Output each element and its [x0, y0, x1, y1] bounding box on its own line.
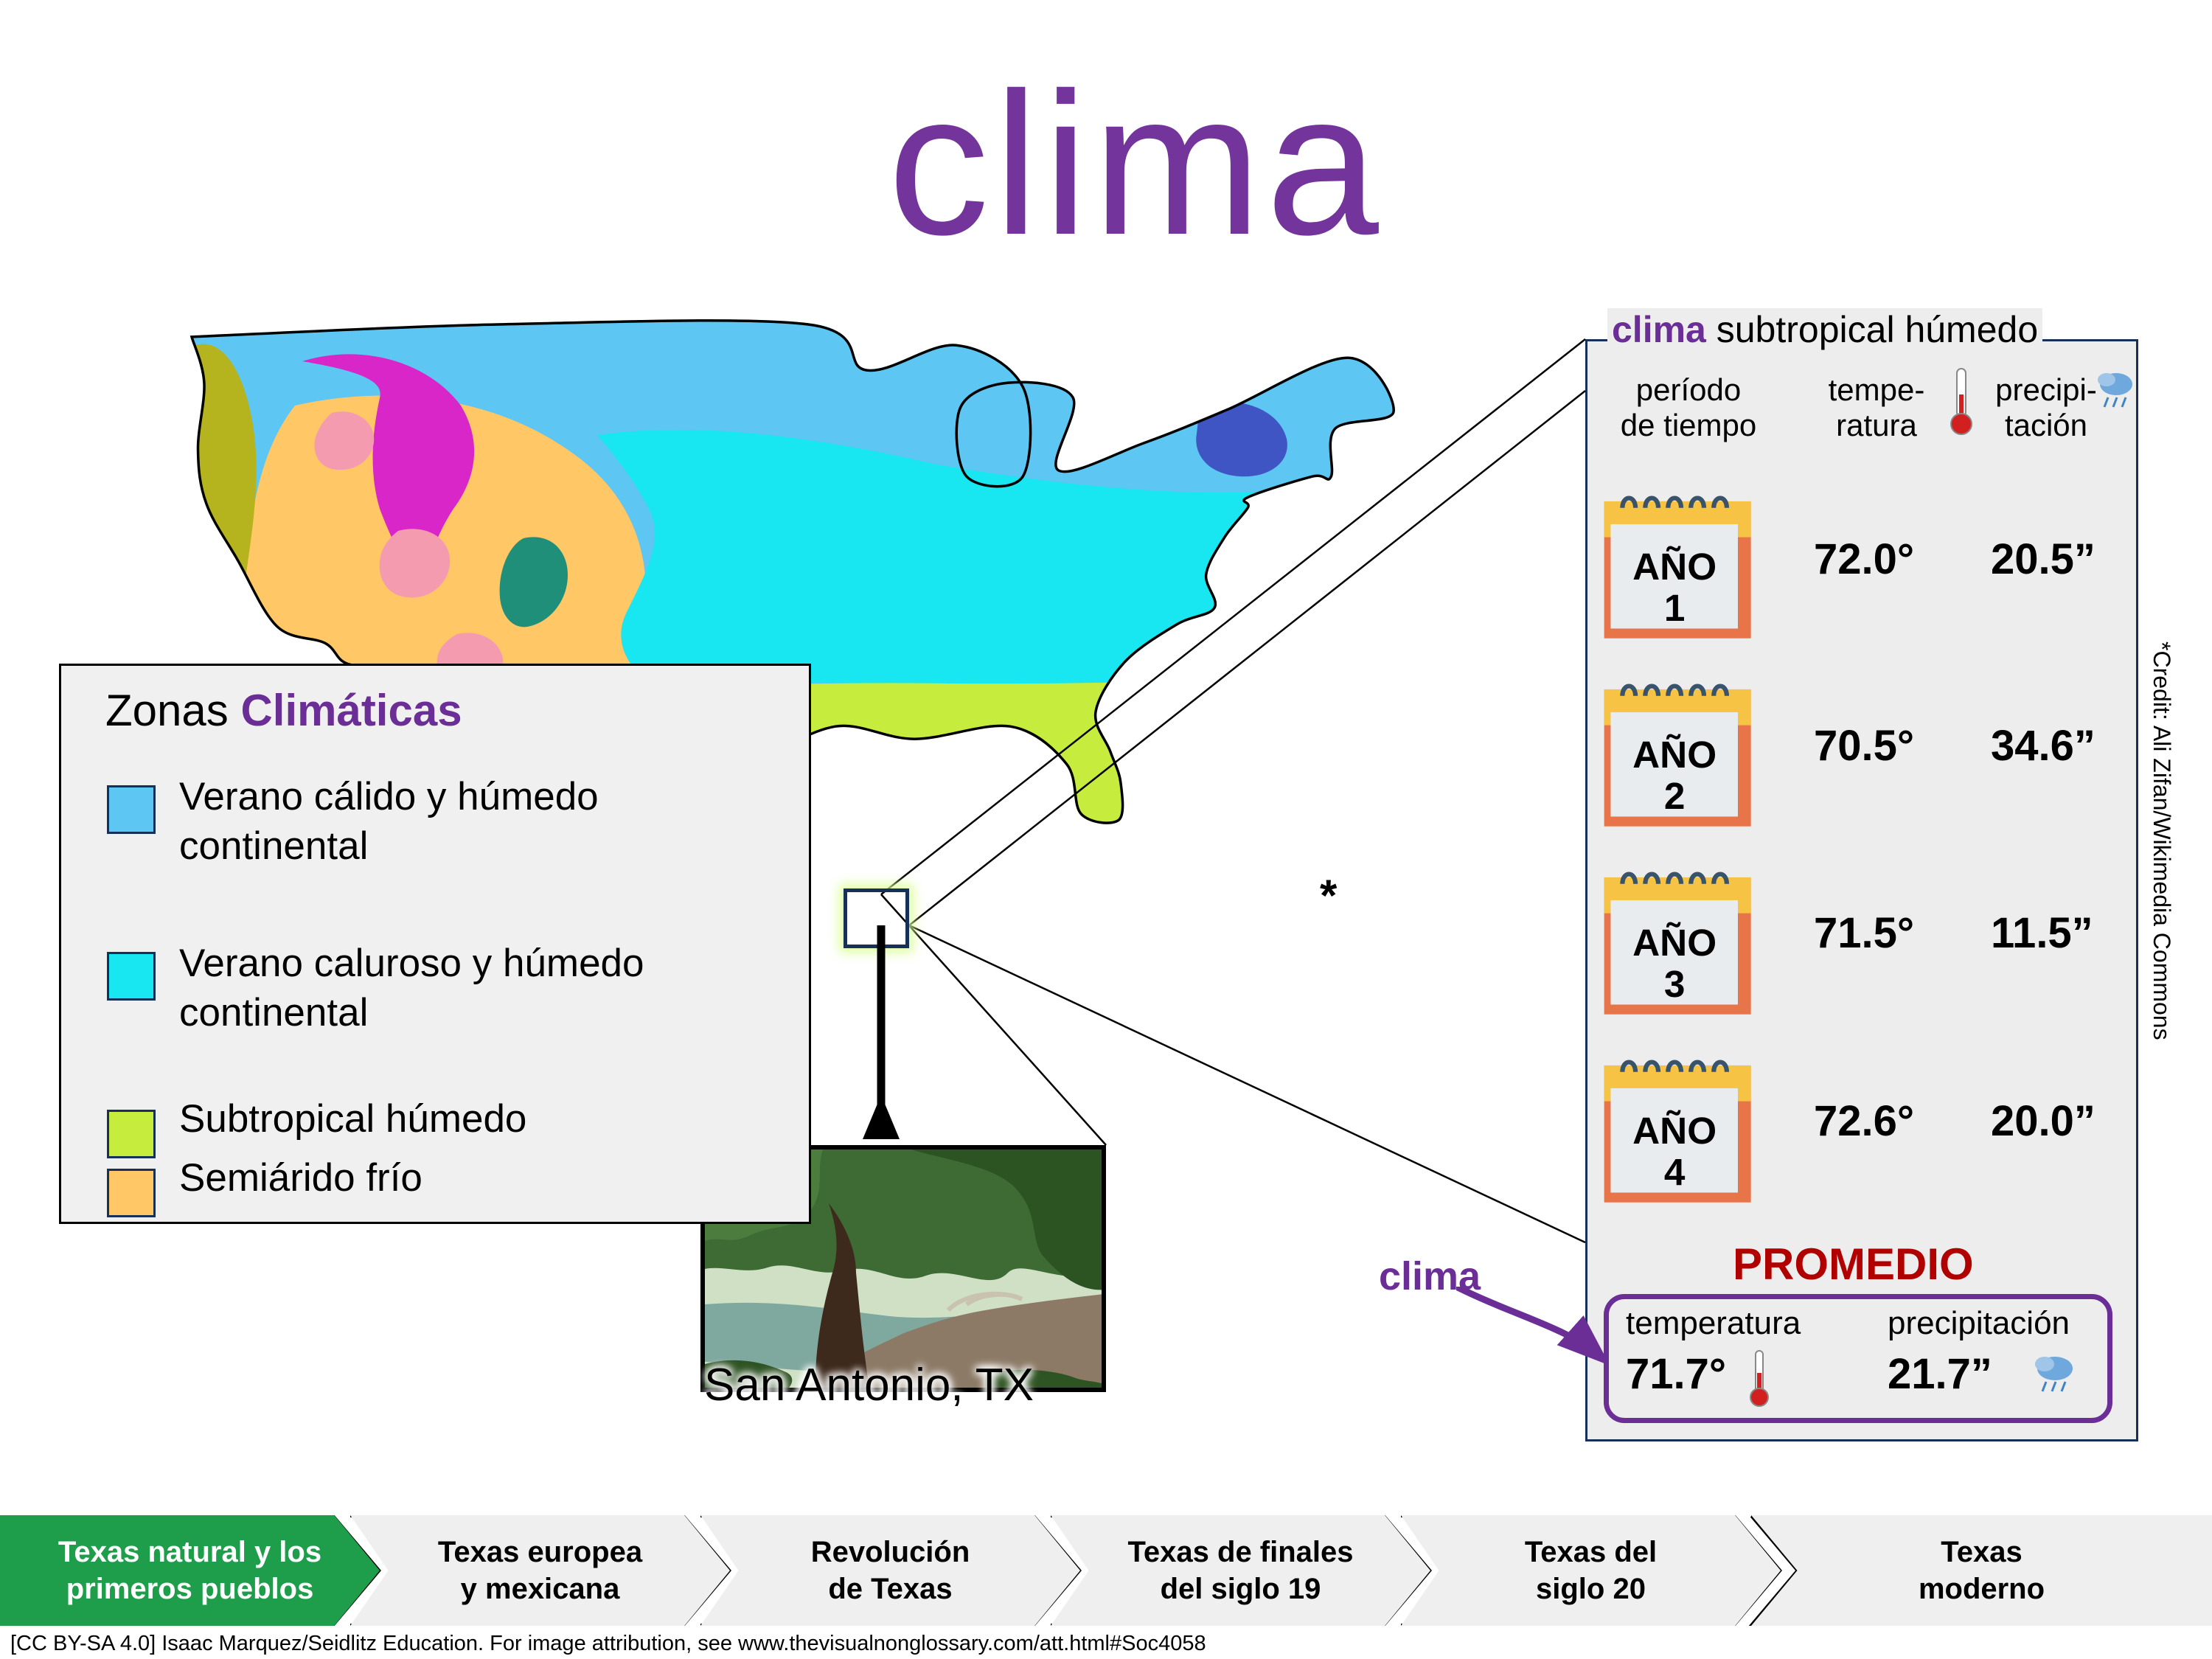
svg-text:AÑO: AÑO	[1632, 921, 1717, 964]
svg-text:3: 3	[1664, 963, 1686, 1005]
svg-text:AÑO: AÑO	[1632, 545, 1717, 588]
svg-text:AÑO: AÑO	[1632, 1109, 1717, 1152]
svg-text:4: 4	[1664, 1151, 1686, 1193]
svg-text:2: 2	[1664, 775, 1686, 817]
svg-text:1: 1	[1664, 587, 1686, 629]
svg-text:AÑO: AÑO	[1632, 733, 1717, 776]
